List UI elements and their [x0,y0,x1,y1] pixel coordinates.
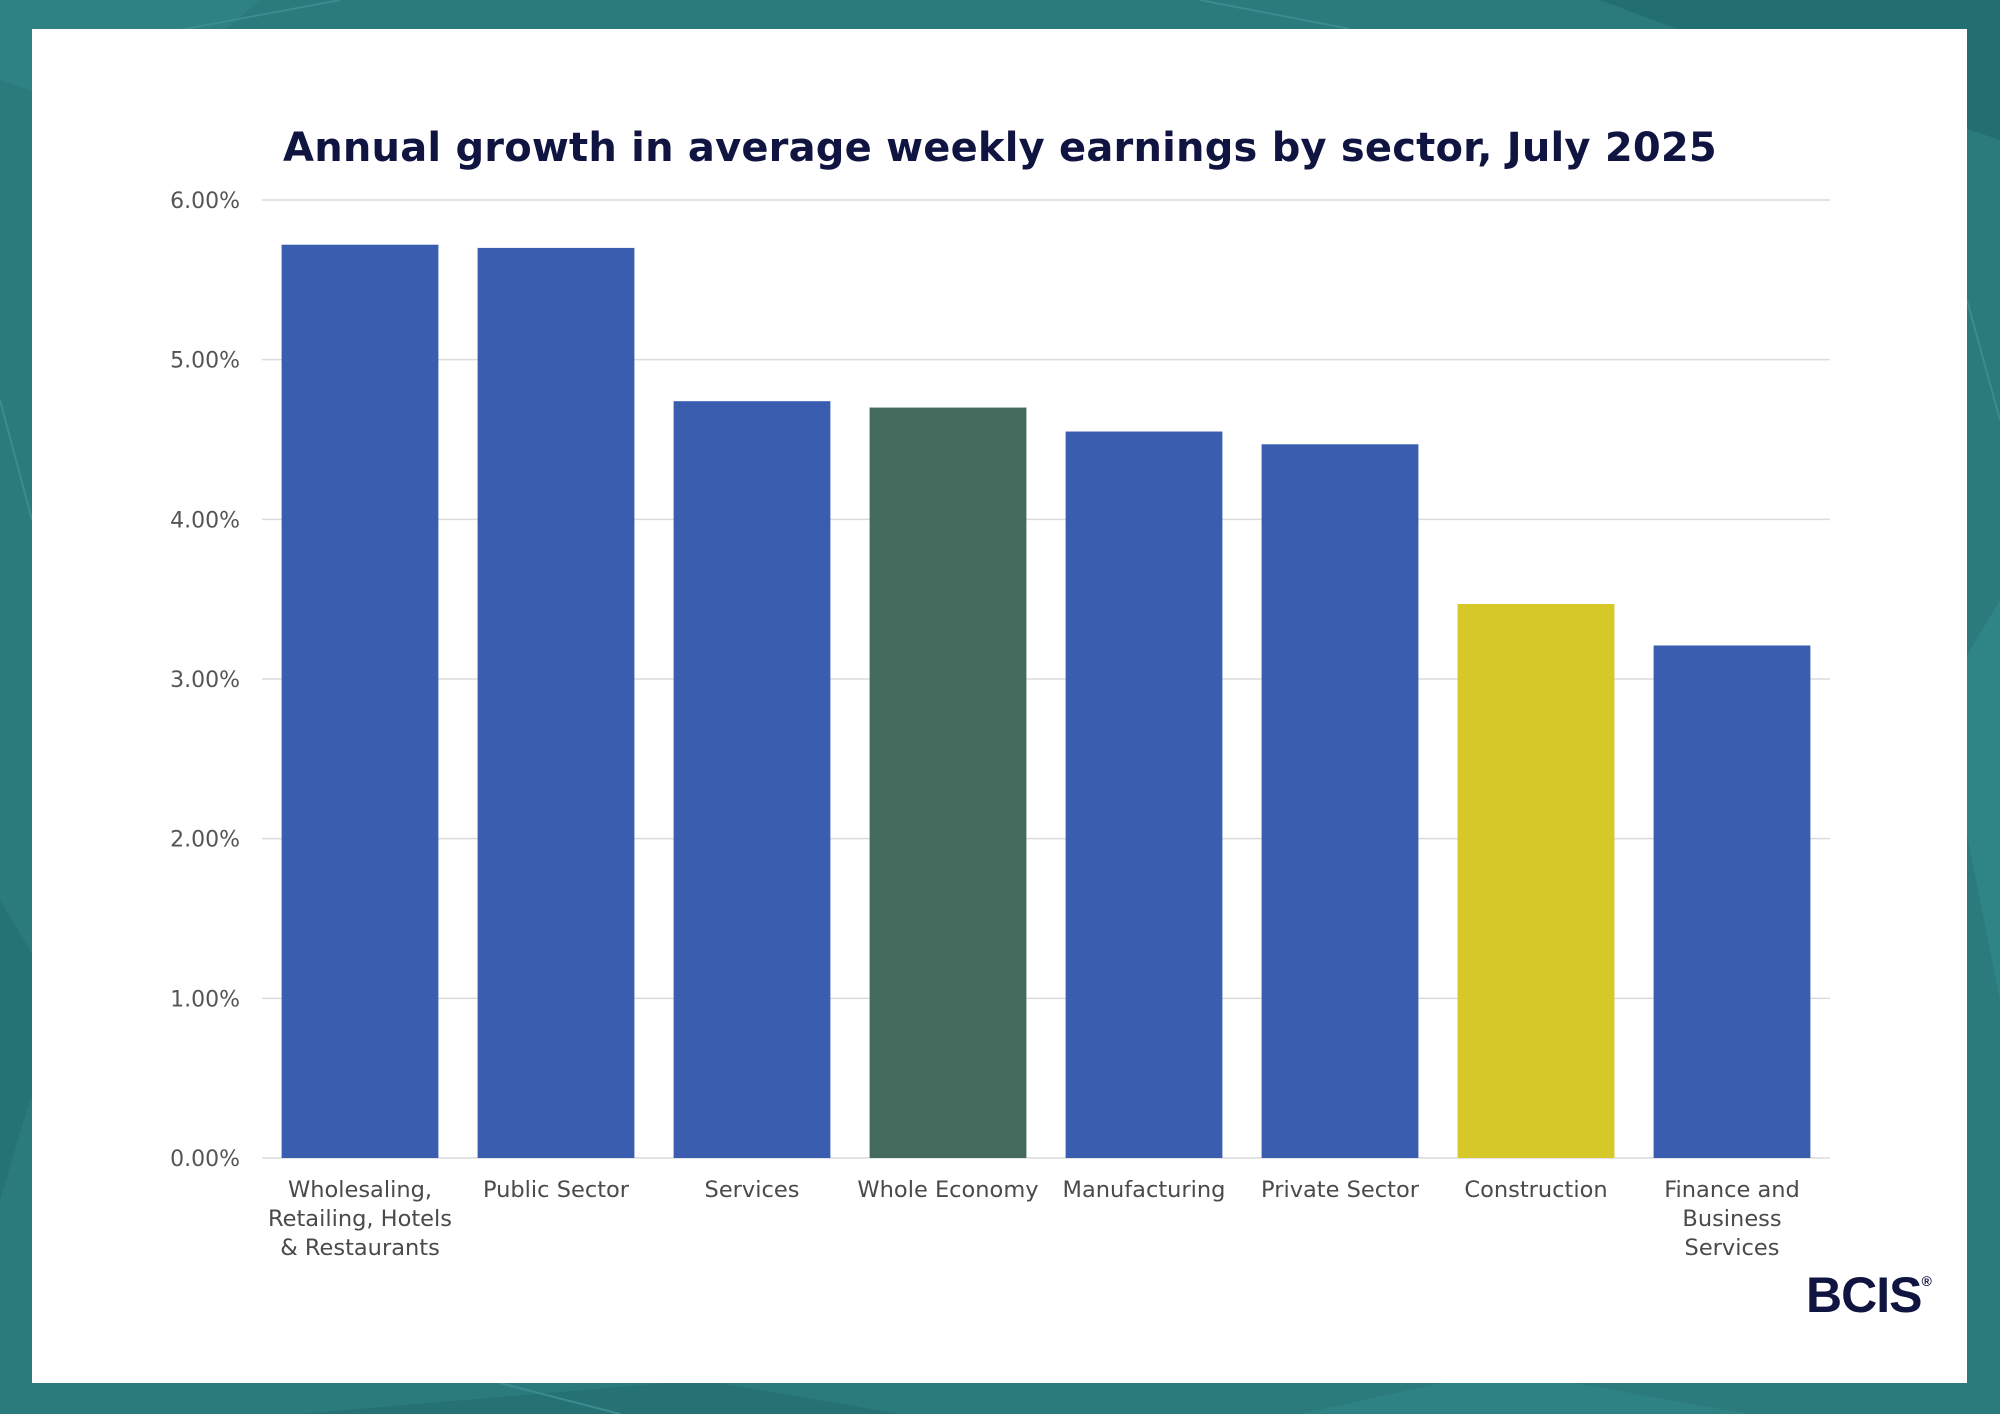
x-category-label-line: Services [1685,1235,1780,1261]
y-tick-label-5: 5.00% [170,349,240,374]
x-category-label-line: Wholesaling, [288,1177,432,1203]
bar-6 [1457,603,1615,1158]
x-category-label-line: Private Sector [1261,1177,1420,1203]
x-category-label-line: Public Sector [483,1177,630,1203]
x-category-label-line: Whole Economy [857,1177,1038,1203]
bar-3 [869,407,1027,1159]
x-category-label-line: Manufacturing [1063,1177,1226,1203]
y-tick-label-0: 0.00% [170,1147,240,1172]
x-category-label-7: Finance and Business Services [1664,1177,1800,1261]
x-category-label-5: Private Sector [1261,1177,1420,1203]
logo-text: BCIS [1806,1267,1922,1323]
bar-2 [673,401,831,1158]
y-tick-label-4: 4.00% [170,508,240,533]
y-tick-label-6: 6.00% [170,189,240,214]
x-category-label-6: Construction [1464,1177,1607,1203]
y-tick-label-3: 3.00% [170,668,240,693]
registered-mark: ® [1921,1273,1931,1289]
y-tick-label-2: 2.00% [170,828,240,853]
x-category-label-line: Finance and [1664,1177,1800,1203]
x-axis-labels: Wholesaling, Retailing, Hotels & Restauran… [268,1177,1800,1261]
x-category-label-3: Whole Economy [857,1177,1038,1203]
x-category-label-line: Construction [1464,1177,1607,1203]
x-category-label-line: Retailing, Hotels [268,1206,452,1232]
x-category-label-0: Wholesaling, Retailing, Hotels & Restauran… [268,1177,452,1261]
bar-7 [1653,645,1811,1158]
chart-title: Annual growth in average weekly earnings… [283,125,1717,171]
x-category-label-line: Business [1682,1206,1781,1232]
x-category-label-4: Manufacturing [1063,1177,1226,1203]
x-category-label-line: Services [705,1177,800,1203]
bar-4 [1065,431,1223,1158]
bars [281,244,1811,1159]
bar-5 [1261,444,1419,1158]
y-tick-label-1: 1.00% [170,987,240,1012]
x-category-label-line: & Restaurants [280,1235,440,1261]
y-axis-ticks: 0.00% 1.00% 2.00% 3.00% 4.00% 5.00% 6.00% [170,189,240,1172]
bar-1 [477,247,635,1158]
bar-0 [281,244,439,1158]
x-category-label-2: Services [705,1177,800,1203]
bcis-logo: BCIS® [1806,1267,1932,1323]
x-category-label-1: Public Sector [483,1177,630,1203]
